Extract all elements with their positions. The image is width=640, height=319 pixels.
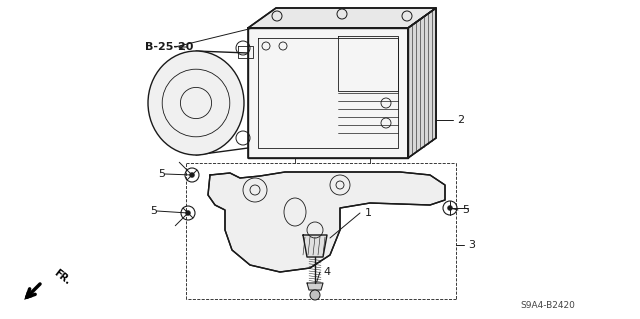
Text: 5: 5 <box>158 169 165 179</box>
Text: B-25-20: B-25-20 <box>145 42 193 52</box>
Text: S9A4-B2420: S9A4-B2420 <box>520 300 575 309</box>
Text: 4: 4 <box>323 267 330 277</box>
Polygon shape <box>408 8 436 158</box>
Polygon shape <box>303 235 327 257</box>
Polygon shape <box>248 8 436 28</box>
Circle shape <box>310 290 320 300</box>
Ellipse shape <box>148 51 244 155</box>
Text: 1: 1 <box>365 208 372 218</box>
Text: 2: 2 <box>457 115 464 125</box>
Polygon shape <box>208 172 445 272</box>
Text: 5: 5 <box>462 205 469 215</box>
Text: 5: 5 <box>150 206 157 216</box>
Text: 3: 3 <box>468 240 475 250</box>
Circle shape <box>186 211 191 216</box>
Text: FR.: FR. <box>52 268 72 286</box>
Circle shape <box>189 173 195 177</box>
Polygon shape <box>307 283 323 290</box>
Circle shape <box>447 205 452 211</box>
Polygon shape <box>248 28 408 158</box>
